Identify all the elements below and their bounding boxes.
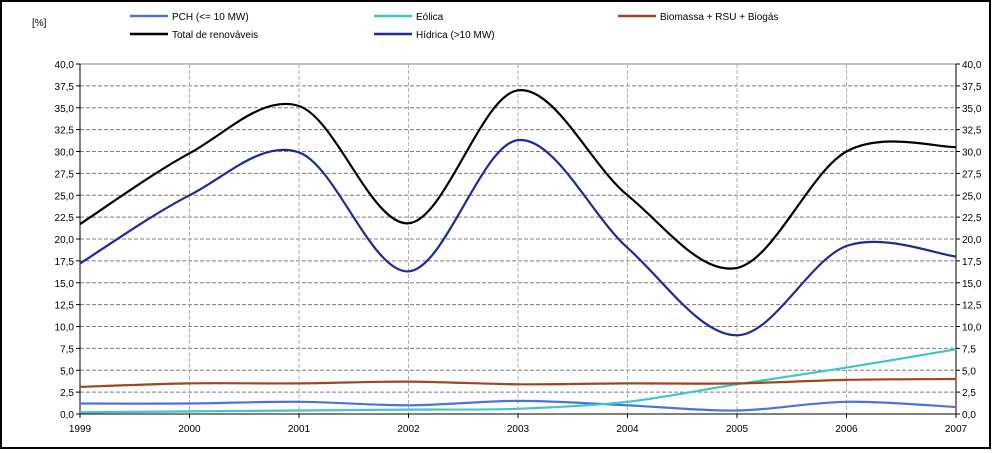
x-tick-label: 2001 <box>288 424 311 435</box>
y-tick-label-left: 22,5 <box>55 213 75 224</box>
y-tick-label-right: 22,5 <box>962 213 982 224</box>
x-tick-label: 2000 <box>178 424 201 435</box>
legend-label-pch: PCH (<= 10 MW) <box>172 12 249 23</box>
y-tick-label-left: 0,0 <box>60 410 74 421</box>
y-tick-label-right: 2,5 <box>962 388 976 399</box>
y-tick-label-right: 7,5 <box>962 344 976 355</box>
y-tick-label-right: 27,5 <box>962 169 982 180</box>
legend-label-biomassa: Biomassa + RSU + Biogás <box>660 12 778 23</box>
legend-label-hidrica: Hídrica (>10 MW) <box>416 30 495 41</box>
grid <box>79 63 957 415</box>
y-tick-label-right: 32,5 <box>962 126 982 137</box>
y-tick-label-left: 27,5 <box>55 169 75 180</box>
y-tick-label-left: 20,0 <box>55 235 75 246</box>
series-lines <box>79 89 957 414</box>
y-tick-label-left: 30,0 <box>55 148 75 159</box>
y-tick-label-right: 5,0 <box>962 366 976 377</box>
series-line-hidrica <box>79 138 957 337</box>
y-tick-label-right: 25,0 <box>962 191 982 202</box>
y-tick-label-right: 12,5 <box>962 301 982 312</box>
legend-label-eolica: Eólica <box>416 12 444 23</box>
y-tick-label-right: 37,5 <box>962 82 982 93</box>
series-line-pch <box>79 399 957 412</box>
series-line-biomassa <box>79 377 957 388</box>
unit-label: [%] <box>32 18 47 29</box>
axes: 0,0 0,0 2,5 2,5 5,0 5,0 7,5 7,5 10,0 10,0 12,5 12,5… <box>55 60 982 435</box>
x-tick-label: 2006 <box>835 424 858 435</box>
y-tick-label-left: 12,5 <box>55 301 75 312</box>
legend: PCH (<= 10 MW) Eólica Biomassa + RSU + Bio… <box>130 12 778 41</box>
legend-item-pch: PCH (<= 10 MW) <box>130 12 249 23</box>
x-tick-label: 1999 <box>69 424 92 435</box>
y-tick-label-left: 32,5 <box>55 126 75 137</box>
y-tick-label-right: 35,0 <box>962 104 982 115</box>
y-tick-label-left: 35,0 <box>55 104 75 115</box>
y-tick-label-right: 20,0 <box>962 235 982 246</box>
y-tick-label-right: 0,0 <box>962 410 976 421</box>
legend-item-hidrica: Hídrica (>10 MW) <box>374 30 495 41</box>
y-tick-label-right: 40,0 <box>962 60 982 71</box>
y-tick-label-left: 2,5 <box>60 388 74 399</box>
y-tick-label-right: 15,0 <box>962 279 982 290</box>
legend-item-biomassa: Biomassa + RSU + Biogás <box>618 12 778 23</box>
x-tick-label: 2007 <box>945 424 968 435</box>
x-tick-label: 2003 <box>507 424 530 435</box>
y-tick-label-left: 37,5 <box>55 82 75 93</box>
y-tick-label-left: 40,0 <box>55 60 75 71</box>
y-tick-label-left: 5,0 <box>60 366 74 377</box>
y-tick-label-right: 30,0 <box>962 148 982 159</box>
y-tick-label-right: 17,5 <box>962 257 982 268</box>
legend-label-total: Total de renováveis <box>172 30 258 41</box>
series-line-total <box>79 89 957 270</box>
y-tick-label-left: 7,5 <box>60 344 74 355</box>
y-tick-label-left: 17,5 <box>55 257 75 268</box>
x-tick-label: 2004 <box>616 424 639 435</box>
y-tick-label-right: 10,0 <box>962 323 982 334</box>
legend-item-eolica: Eólica <box>374 12 444 23</box>
y-tick-label-left: 15,0 <box>55 279 75 290</box>
y-tick-label-left: 10,0 <box>55 323 75 334</box>
legend-item-total: Total de renováveis <box>130 30 258 41</box>
x-tick-label: 2005 <box>726 424 749 435</box>
x-tick-label: 2002 <box>397 424 420 435</box>
y-tick-label-left: 25,0 <box>55 191 75 202</box>
series-line-eolica <box>79 348 957 414</box>
